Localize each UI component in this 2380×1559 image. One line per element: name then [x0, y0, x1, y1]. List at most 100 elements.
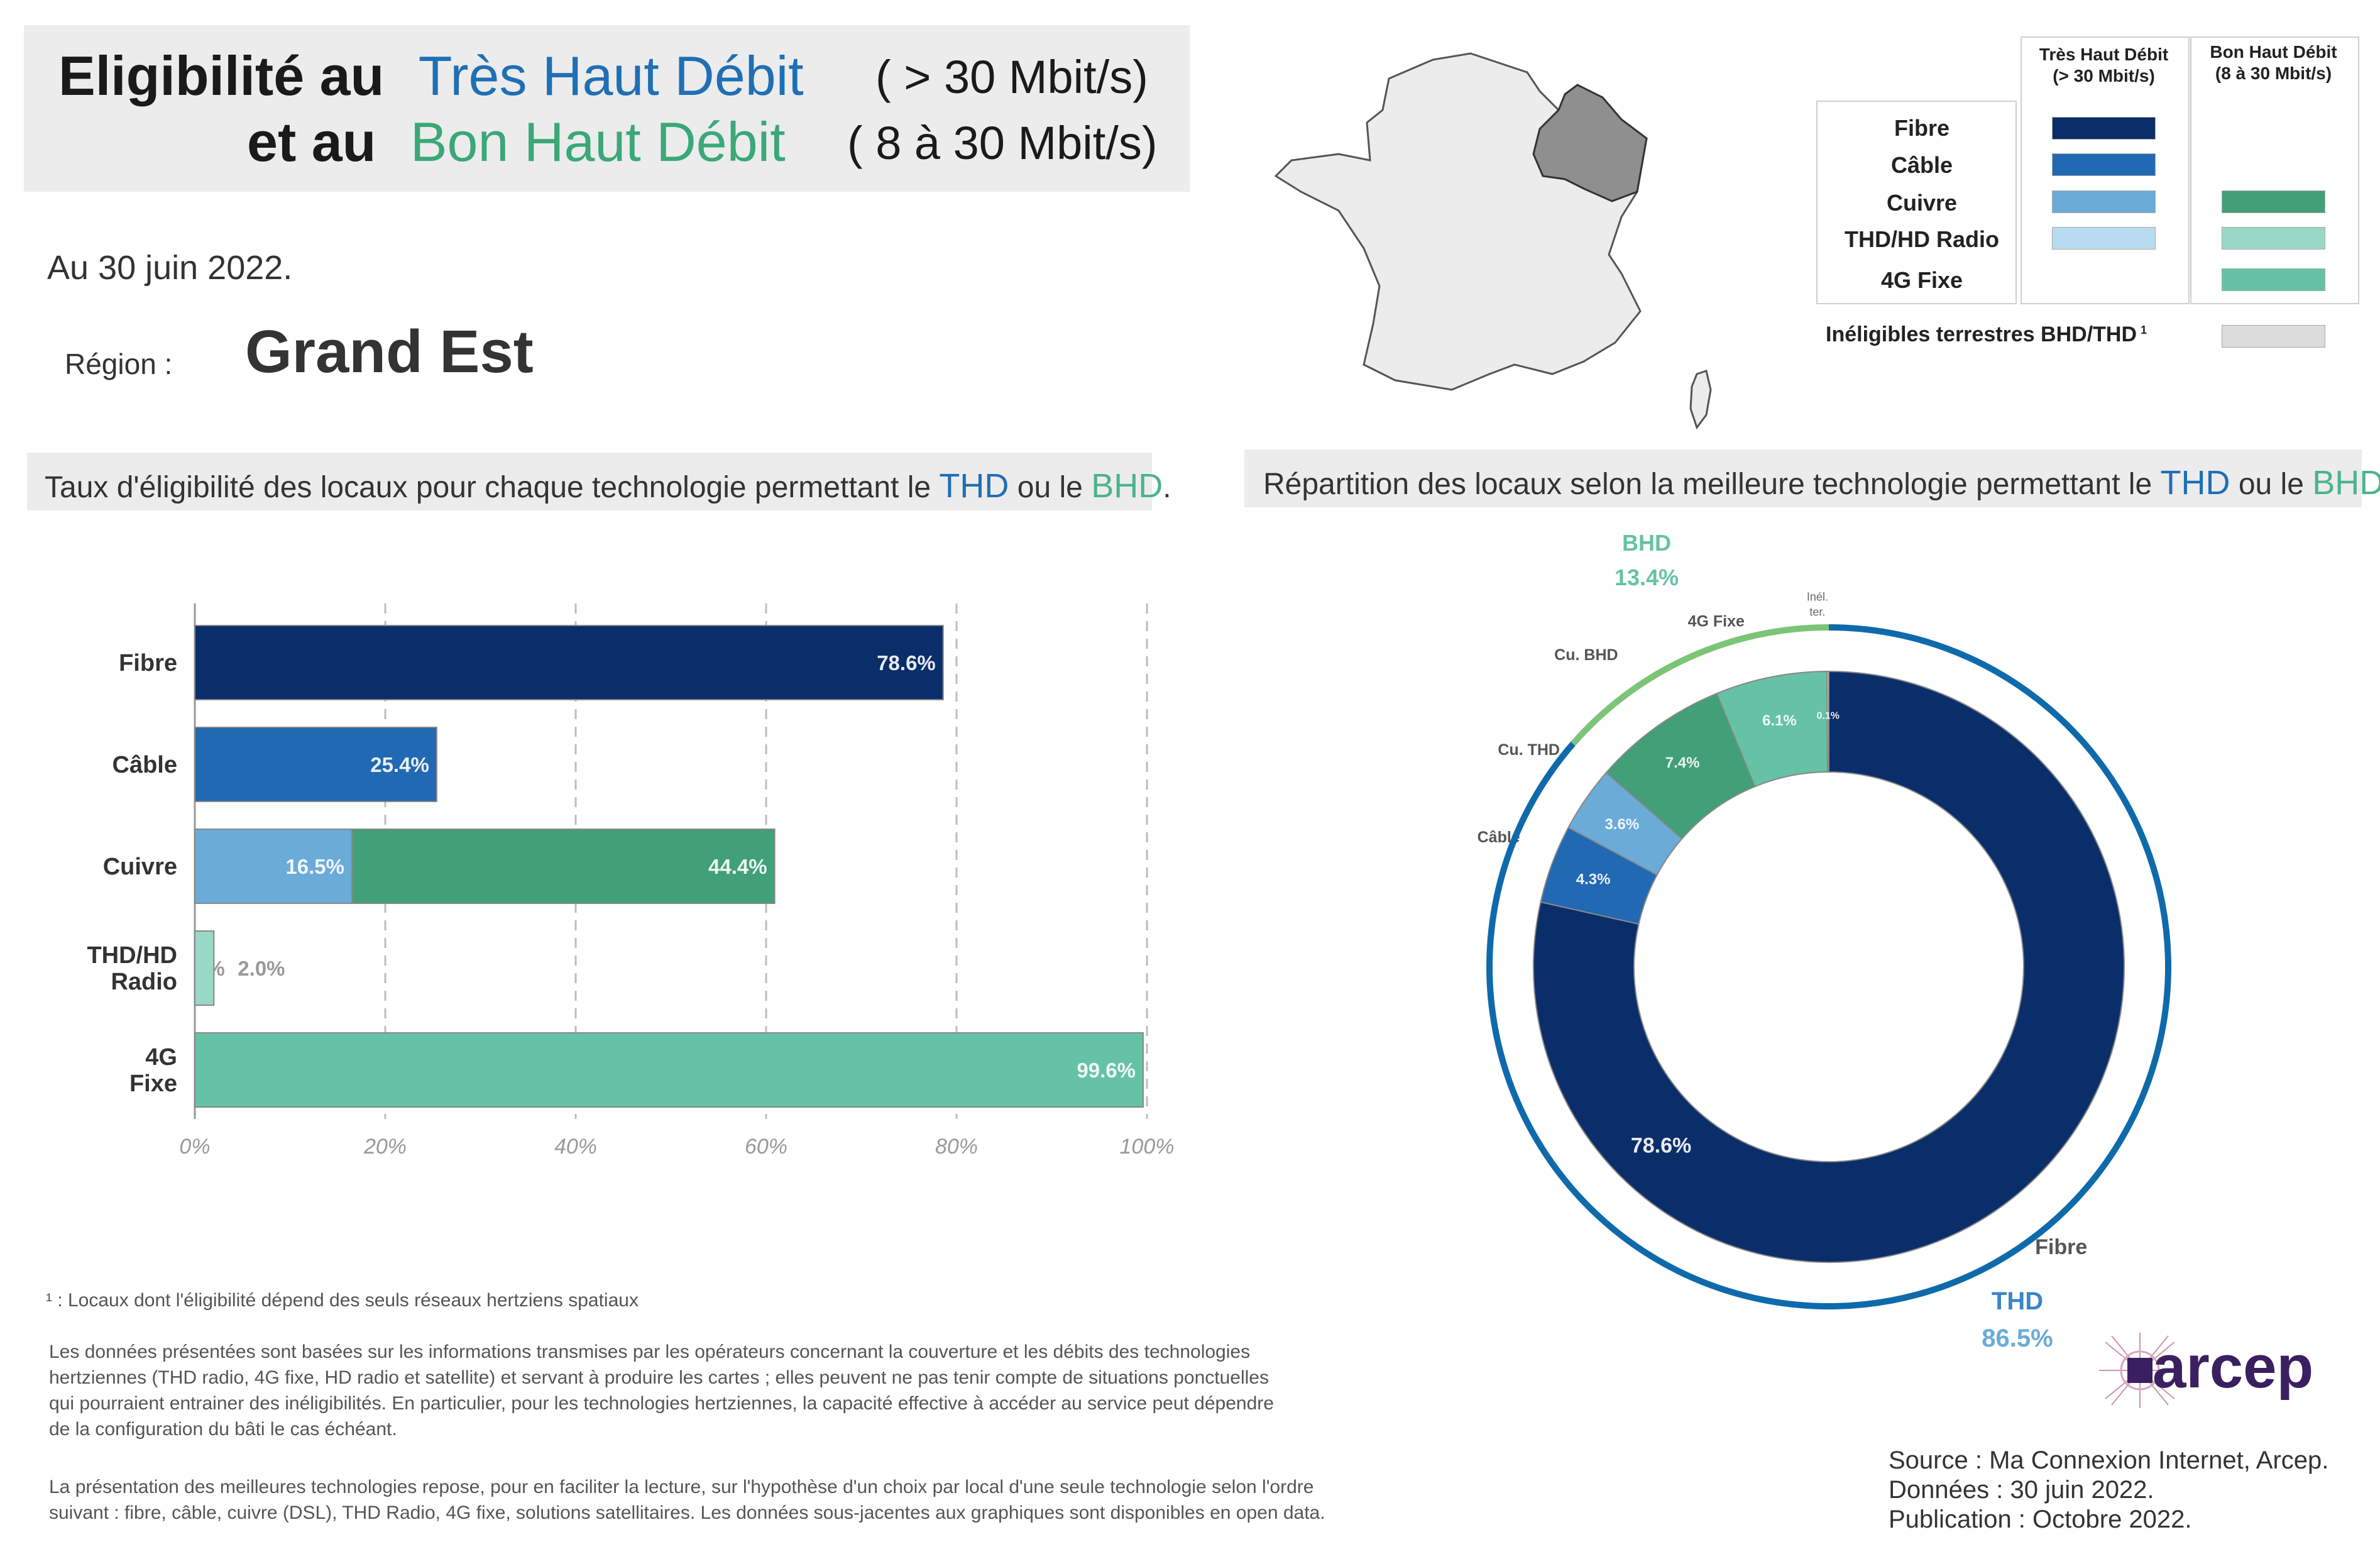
slice-value-label: 3.6% — [1604, 816, 1639, 833]
title-line-1: Eligibilité au Très Haut Débit — [58, 44, 804, 108]
paragraph1-line: hertziennes (THD radio, 4G fixe, HD radi… — [49, 1367, 1269, 1388]
eligibility-bar-chart: 0% 20% 40% 60% 80% 100% Fibre 78.6% Câble 25.4% Cu… — [87, 603, 1175, 1159]
legend-ineligible-sup: 1 — [2141, 323, 2147, 336]
category-label: 4G — [145, 1044, 177, 1071]
x-tick-label: 40% — [554, 1135, 597, 1159]
bar-value-label: 25.4% — [370, 753, 429, 776]
x-tick-label: 80% — [935, 1135, 978, 1159]
slice-value-label: 78.6% — [1631, 1134, 1691, 1158]
legend-labels-box — [1816, 101, 2017, 304]
arcep-wordmark: arcep — [2152, 1333, 2314, 1401]
methodology-paragraph-1: Les données présentées sont basées sur l… — [49, 1339, 1608, 1442]
legend-label-cuivre: Cuivre — [1886, 190, 1958, 216]
legend-ineligible-label: Inéligibles terrestres BHD/THD 1 — [1826, 322, 2147, 347]
donut-section-thd: THD — [2160, 464, 2230, 502]
legend-label-fibre: Fibre — [1894, 115, 1950, 141]
title-banner: Eligibilité au Très Haut Débit ( > 30 Mb… — [24, 25, 1190, 192]
swatch-4g-bhd — [2222, 268, 2325, 291]
legend-label-radio: THD/HD Radio — [1845, 226, 1999, 252]
legend-thd-header: Très Haut Débit (> 30 Mbit/s) — [2021, 44, 2187, 87]
donut-section-title: Répartition des locaux selon la meilleur… — [1263, 463, 2380, 502]
slice-name-label: Fibre — [2035, 1235, 2087, 1259]
publication-line: Publication : Octobre 2022. — [1889, 1506, 2192, 1533]
donut-section-prefix: Répartition des locaux selon la meilleur… — [1263, 468, 2152, 501]
legend-thd-column — [2021, 36, 2190, 304]
bar-section-suffix: . — [1163, 471, 1171, 504]
slice-value-label: 4.3% — [1576, 871, 1611, 888]
bar-section-prefix: Taux d'éligibilité des locaux pour chaqu… — [45, 471, 931, 504]
bar-value-label: 44.4% — [708, 855, 767, 878]
paragraph2-line: suivant : fibre, câble, cuivre (DSL), TH… — [49, 1502, 1325, 1523]
bar-section-mid: ou le — [1017, 471, 1083, 504]
category-label: Câble — [112, 752, 177, 778]
swatch-radio-bhd — [2222, 227, 2325, 250]
slice-name-label: Inél. — [1807, 590, 1828, 603]
bar-segment — [194, 727, 437, 802]
slice-name-label: Cu. BHD — [1554, 646, 1618, 664]
bar-segment — [351, 829, 776, 904]
donut-slice — [1826, 670, 1829, 773]
legend-label-4g: 4G Fixe — [1880, 267, 1963, 293]
category-label: Fixe — [129, 1071, 177, 1097]
region-name: Grand Est — [245, 318, 534, 385]
legend-bhd-column — [2190, 36, 2359, 304]
legend-thd-header-line1: Très Haut Débit — [2039, 45, 2169, 64]
x-tick-label: 60% — [745, 1135, 787, 1159]
slice-name-label: 4G Fixe — [1688, 612, 1745, 630]
paragraph2-line: La présentation des meilleures technolog… — [49, 1477, 1314, 1497]
date-label: Au 30 juin 2022. — [47, 249, 293, 287]
group-label-thd: THD — [1992, 1287, 2043, 1315]
france-map — [1274, 52, 1712, 430]
swatch-cuivre-bhd — [2222, 190, 2325, 213]
title-thd: Très Haut Débit — [418, 45, 804, 107]
arcep-logo: arcep — [2093, 1330, 2344, 1411]
title-prefix-1: Eligibilité au — [58, 45, 385, 107]
category-label: THD/HD — [87, 942, 177, 969]
bar-segment — [194, 1032, 1144, 1108]
x-tick-label: 100% — [1120, 1135, 1175, 1159]
source-block: Source : Ma Connexion Internet, Arcep. D… — [1889, 1446, 2328, 1534]
category-label: Radio — [111, 969, 177, 995]
title-line-2: et au Bon Haut Débit — [247, 110, 786, 174]
bar-section-bhd: BHD — [1091, 467, 1163, 505]
swatch-cable-thd — [2052, 153, 2156, 176]
bar-value-label: 78.6% — [877, 651, 936, 675]
slice-value-label: 0.1% — [1817, 710, 1840, 721]
title-prefix-2: et au — [247, 111, 376, 173]
slice-name-label: ter. — [1809, 605, 1825, 618]
donut-section-header: Répartition des locaux selon la meilleur… — [1244, 449, 2380, 507]
grand-est-region — [1532, 84, 1648, 202]
paragraph1-line: qui pourraient entrainer des inéligibili… — [49, 1393, 1274, 1414]
legend-bhd-header-line1: Bon Haut Débit — [2210, 42, 2337, 62]
bar-segment — [194, 829, 353, 904]
bar-section-thd: THD — [939, 467, 1009, 505]
bar-segment — [194, 625, 944, 700]
corsica — [1689, 370, 1712, 430]
paragraph1-line: de la configuration du bâti le cas échéa… — [49, 1419, 397, 1440]
legend-label-cable: Câble — [1890, 152, 1953, 178]
swatch-ineligible — [2222, 325, 2325, 348]
title-rate-thd: ( > 30 Mbit/s) — [875, 51, 1148, 103]
x-tick-label: 0% — [179, 1135, 210, 1159]
group-value-bhd: 13.4% — [1615, 565, 1679, 590]
footnote-reference: ¹ : Locaux dont l'éligibilité dépend des… — [46, 1290, 639, 1311]
swatch-cuivre-thd — [2052, 190, 2156, 213]
bar-section-title: Taux d'éligibilité des locaux pour chaqu… — [45, 466, 1171, 505]
data-date-line: Données : 30 juin 2022. — [1889, 1476, 2154, 1504]
donut-section-mid: ou le — [2238, 468, 2304, 501]
methodology-paragraph-2: La présentation des meilleures technolog… — [49, 1474, 1633, 1526]
title-rate-bhd: ( 8 à 30 Mbit/s) — [847, 117, 1158, 169]
source-line: Source : Ma Connexion Internet, Arcep. — [1889, 1446, 2329, 1474]
slice-name-label: Cu. THD — [1498, 741, 1560, 759]
category-label: Cuivre — [103, 854, 177, 880]
paragraph1-line: Les données présentées sont basées sur l… — [49, 1341, 1251, 1362]
bar-value-label: 2.0% — [238, 957, 285, 980]
x-tick-label: 20% — [363, 1135, 407, 1159]
legend-bhd-header-line2: (8 à 30 Mbit/s) — [2215, 63, 2332, 83]
bar-value-label: 16.5% — [285, 855, 344, 878]
bar-value-label: 99.6% — [1077, 1059, 1136, 1082]
group-arc — [1486, 624, 2171, 1309]
bar-segment — [194, 930, 215, 1006]
swatch-fibre-thd — [2052, 117, 2156, 140]
legend-thd-header-line2: (> 30 Mbit/s) — [2053, 66, 2155, 85]
